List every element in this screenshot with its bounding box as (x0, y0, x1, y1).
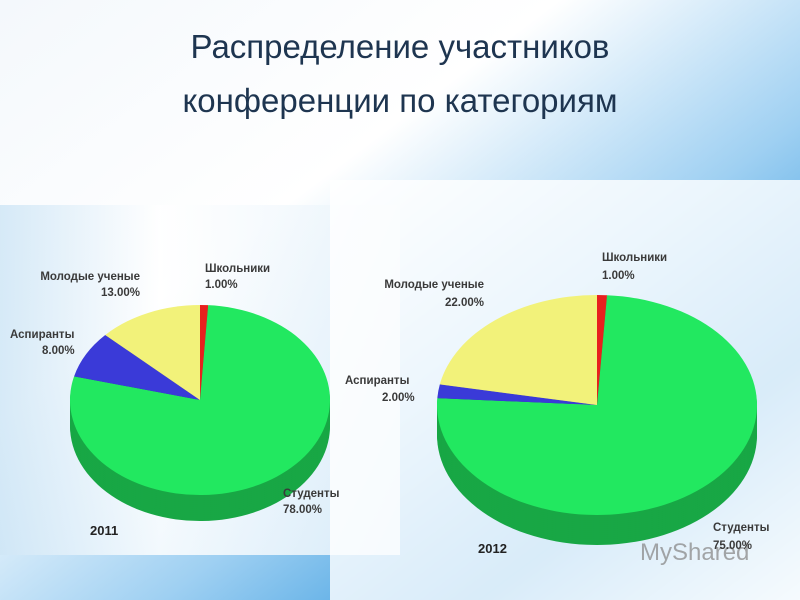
title-line: конференции по категориям (182, 82, 617, 119)
slice (437, 295, 758, 515)
slice (437, 384, 597, 405)
slice-label: Аспиранты (10, 329, 75, 341)
slice-label: Молодые ученые (384, 279, 484, 291)
pie-chart (437, 295, 758, 545)
slice-value: 1.00% (205, 279, 238, 291)
slice-label: Студенты (713, 522, 770, 534)
slice-value: 1.00% (602, 270, 635, 282)
chart-title: 2012 (478, 541, 507, 556)
slice-value: 75.00% (713, 540, 752, 552)
slice (200, 305, 209, 400)
slice (105, 305, 200, 400)
slice-value: 2.00% (382, 392, 415, 404)
slice-label: Студенты (283, 488, 340, 500)
slice (439, 295, 597, 405)
slice (597, 295, 608, 405)
chart-title: 2011 (90, 523, 118, 538)
slice-value: 78.00% (283, 504, 322, 516)
title-line: Распределение участников (191, 28, 610, 65)
slice-label: Молодые ученые (40, 271, 140, 283)
slice-value: 13.00% (101, 287, 140, 299)
slice-label: Школьники (205, 263, 270, 275)
slice (74, 334, 200, 400)
watermark: MyShared (640, 539, 749, 566)
slice-label: Школьники (602, 252, 667, 264)
slide-title: Распределение участников конференции по к… (182, 28, 617, 119)
slice-value: 22.00% (445, 297, 484, 309)
pie-chart (69, 305, 330, 522)
slice-value: 8.00% (42, 345, 75, 357)
slice-label: Аспиранты (345, 375, 410, 387)
slice (69, 305, 330, 496)
